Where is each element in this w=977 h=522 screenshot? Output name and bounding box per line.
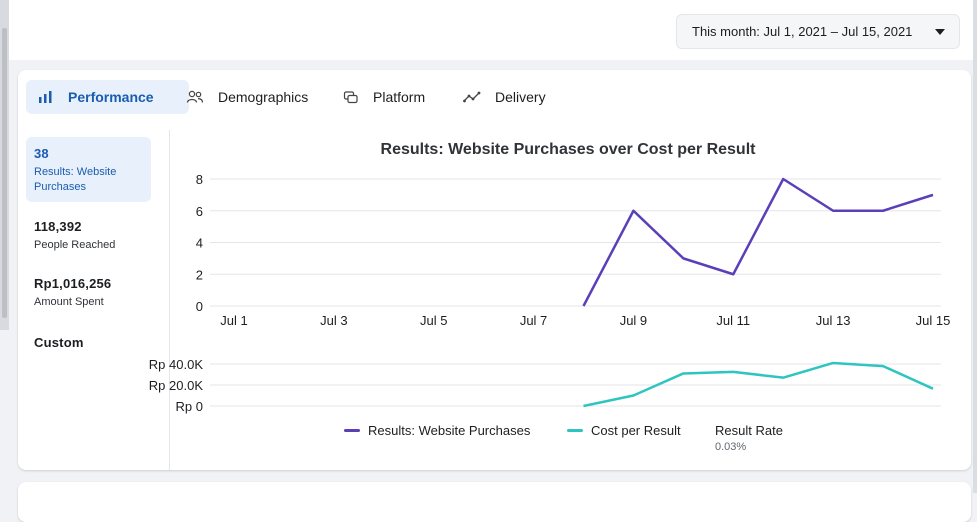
performance-card: Performance Demographics Platform Delive…	[18, 70, 971, 470]
legend-cost[interactable]: Cost per Result	[567, 423, 681, 438]
metric-spent-label: Amount Spent	[34, 296, 104, 308]
x-tick-label: Jul 5	[420, 313, 447, 328]
tab-platform[interactable]: Platform	[343, 80, 425, 114]
custom-label: Custom	[34, 335, 84, 350]
metric-results-label: Results: Website Purchases	[34, 166, 117, 193]
legend-cost-swatch	[567, 429, 583, 432]
legend-purchases-label: Results: Website Purchases	[368, 423, 531, 438]
caret-down-icon	[935, 29, 945, 35]
tab-delivery[interactable]: Delivery	[463, 80, 546, 114]
result-rate-value: 0.03%	[715, 441, 747, 453]
y-tick-label: Rp 0	[176, 399, 203, 414]
chart-title: Results: Website Purchases over Cost per…	[381, 141, 757, 158]
tab-performance-label: Performance	[68, 89, 154, 105]
x-tick-label: Jul 7	[520, 313, 547, 328]
series-line-cost	[583, 361, 934, 408]
x-tick-label: Jul 3	[320, 313, 347, 328]
delivery-icon	[463, 91, 481, 103]
metric-custom[interactable]: Custom	[26, 326, 151, 359]
metric-spent[interactable]: Rp1,016,256 Amount Spent	[26, 267, 151, 319]
next-card	[18, 482, 971, 522]
metric-results[interactable]: 38 Results: Website Purchases	[26, 137, 151, 202]
result-rate-label: Result Rate	[715, 423, 783, 438]
metric-results-value: 38	[34, 146, 49, 161]
y-tick-label: 2	[196, 267, 203, 282]
x-tick-label: Jul 9	[620, 313, 647, 328]
people-icon	[186, 90, 204, 103]
tab-delivery-label: Delivery	[495, 89, 546, 105]
tab-demographics-label: Demographics	[218, 89, 309, 105]
x-tick-label: Jul 13	[816, 313, 851, 328]
platform-icon	[343, 91, 358, 104]
x-tick-label: Jul 15	[916, 313, 951, 328]
legend-purchases[interactable]: Results: Website Purchases	[344, 423, 530, 438]
metric-spent-value: Rp1,016,256	[34, 276, 112, 291]
legend-cost-label: Cost per Result	[591, 423, 681, 438]
legend-result-rate: Result Rate 0.03%	[715, 423, 783, 453]
performance-chart: Results: Website Purchases over Cost per…	[149, 141, 951, 414]
metric-reach[interactable]: 118,392 People Reached	[26, 210, 151, 262]
tab-performance[interactable]: Performance	[26, 80, 189, 114]
left-scrollbar[interactable]	[0, 0, 9, 330]
bar-chart-icon	[39, 91, 52, 103]
y-tick-label: Rp 40.0K	[149, 357, 204, 372]
y-tick-label: 6	[196, 204, 203, 219]
tab-demographics[interactable]: Demographics	[186, 80, 308, 114]
right-scrollbar[interactable]	[973, 0, 977, 493]
y-tick-label: 8	[196, 172, 203, 187]
metric-reach-label: People Reached	[34, 239, 116, 251]
legend-purchases-swatch	[344, 429, 360, 432]
y-tick-label: Rp 20.0K	[149, 378, 204, 393]
y-tick-label: 4	[196, 236, 203, 251]
series-line-purchases	[582, 177, 934, 307]
date-range-label: This month: Jul 1, 2021 – Jul 15, 2021	[692, 24, 913, 39]
sidebar-divider	[169, 130, 170, 470]
x-tick-label: Jul 11	[716, 313, 750, 328]
tab-platform-label: Platform	[373, 89, 426, 105]
metric-reach-value: 118,392	[34, 219, 82, 234]
y-tick-label: 0	[196, 299, 203, 314]
x-tick-label: Jul 1	[220, 313, 247, 328]
date-range-dropdown[interactable]: This month: Jul 1, 2021 – Jul 15, 2021	[676, 14, 960, 49]
